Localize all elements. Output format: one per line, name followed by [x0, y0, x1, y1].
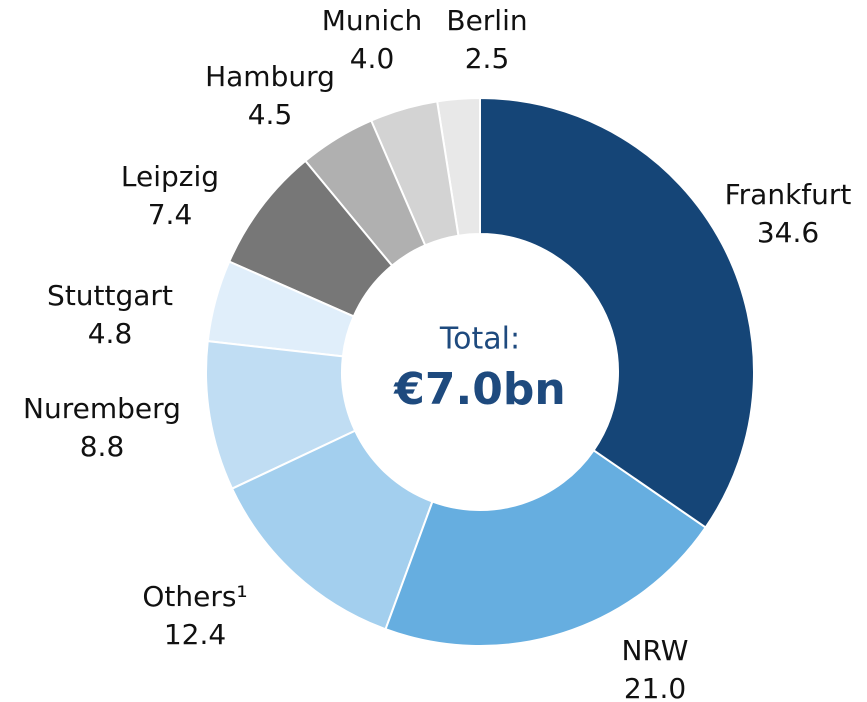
slice [205, 339, 357, 490]
slice [206, 260, 356, 358]
slice-label: Berlin [446, 4, 527, 37]
value-label: 4.0 [350, 42, 395, 75]
slice-label: NRW [622, 634, 689, 667]
slice-label: Others¹ [142, 580, 247, 613]
value-label: 34.6 [757, 216, 819, 249]
slice-label: Nuremberg [23, 392, 181, 425]
slice [303, 119, 427, 268]
slice-label: Frankfurt [725, 178, 852, 211]
slice [230, 429, 434, 631]
value-label: 8.8 [80, 430, 125, 463]
value-label: 12.4 [164, 618, 226, 651]
slice-label: Munich [322, 4, 423, 37]
value-label: 2.5 [465, 42, 510, 75]
slice [227, 159, 394, 318]
slice [479, 96, 755, 529]
slice-label: Leipzig [121, 160, 219, 193]
value-label: 21.0 [624, 672, 686, 702]
center-title: Total: [439, 322, 520, 357]
value-label: 4.8 [88, 317, 133, 350]
value-label: 7.4 [148, 198, 193, 231]
slice [369, 100, 460, 247]
slice-label: Stuttgart [47, 279, 173, 312]
slice-label: Hamburg [205, 60, 335, 93]
center-value: €7.0bn [393, 364, 565, 415]
slice [384, 448, 708, 647]
value-label: 4.5 [248, 98, 293, 131]
